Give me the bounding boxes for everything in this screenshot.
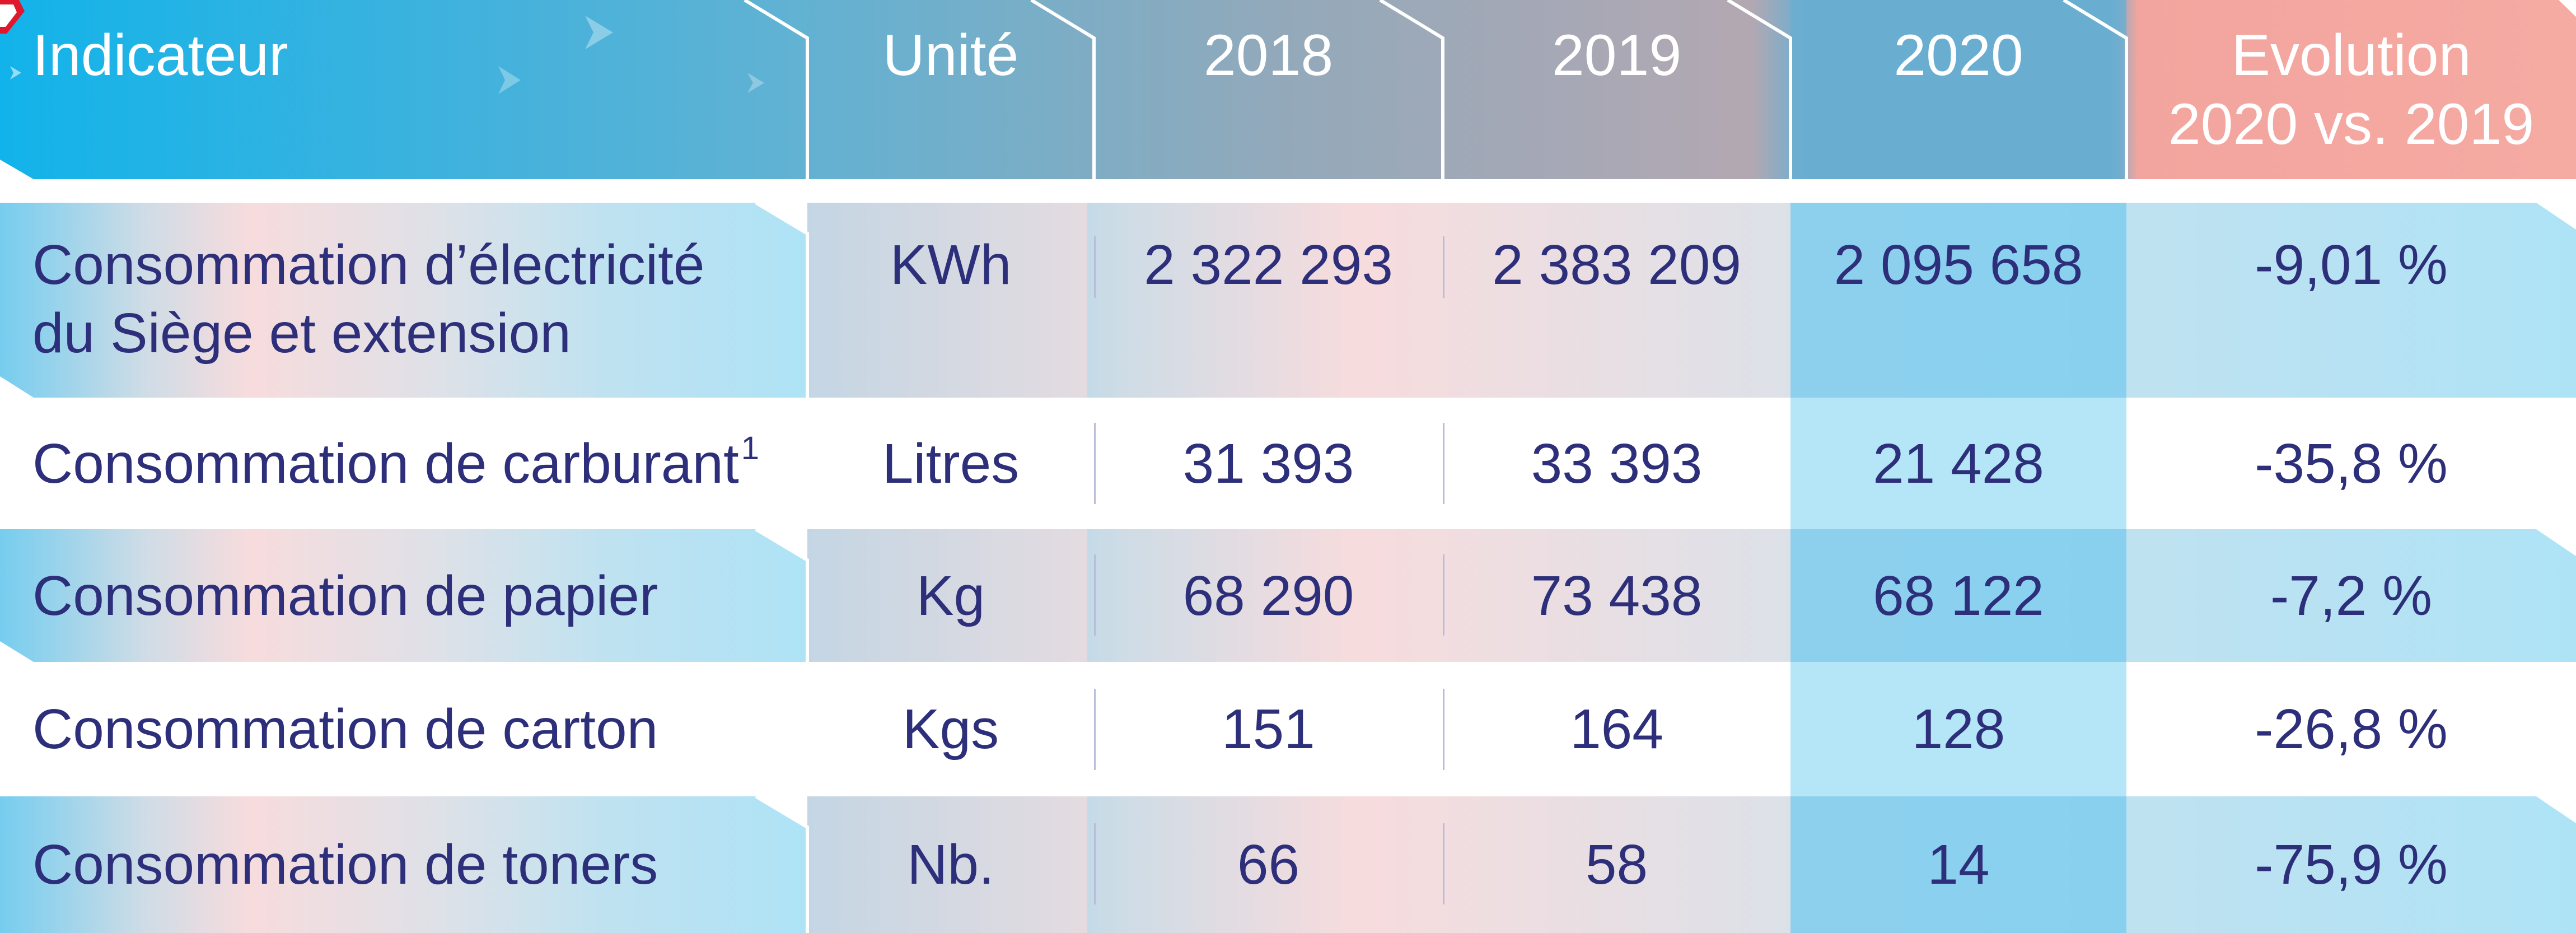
row-label: Consommation d’électricité du Siège et e… bbox=[32, 203, 805, 398]
column-divider bbox=[1443, 423, 1444, 504]
row-label-line1: Consommation d’électricité bbox=[32, 234, 705, 296]
row-background bbox=[0, 529, 2576, 662]
row-background bbox=[1790, 398, 2126, 529]
cell-unit: KWh bbox=[890, 234, 1012, 296]
cell-evolution: -9,01 % bbox=[2255, 234, 2448, 296]
table-header: Indicateur Unité 2018 2019 2020 Evolutio… bbox=[0, 0, 2576, 179]
cell-2020: 21 428 bbox=[1873, 432, 2044, 495]
row-background bbox=[0, 203, 2576, 398]
table-row: Consommation de carton Kgs 151 164 128 -… bbox=[0, 662, 2576, 796]
cell-unit: Nb. bbox=[907, 833, 994, 896]
row-label: Consommation de carburant1 bbox=[32, 398, 805, 529]
header-2020: 2020 bbox=[1894, 23, 2023, 88]
column-divider bbox=[1094, 236, 1096, 298]
column-divider bbox=[1094, 554, 1096, 636]
cell-unit: Litres bbox=[882, 432, 1020, 495]
cell-2018: 66 bbox=[1237, 833, 1300, 896]
header-unit: Unité bbox=[882, 23, 1019, 88]
header-2019: 2019 bbox=[1551, 23, 1682, 88]
cell-2020: 128 bbox=[1911, 698, 2005, 761]
row-label-line1: Consommation de carburant1 bbox=[32, 430, 805, 498]
row-label: Consommation de toners bbox=[32, 833, 658, 896]
column-divider bbox=[1443, 689, 1444, 770]
header-evolution-line1: Evolution bbox=[2231, 23, 2471, 88]
row-background bbox=[0, 796, 2576, 933]
table-row: Consommation de carburant1 Litres 31 393… bbox=[0, 398, 2576, 529]
header-evolution-line2: 2020 vs. 2019 bbox=[2168, 91, 2535, 157]
cell-2020: 2 095 658 bbox=[1834, 234, 2083, 296]
column-divider bbox=[1094, 423, 1096, 504]
row-label: Consommation de papier bbox=[32, 564, 658, 627]
footnote-marker: 1 bbox=[741, 430, 760, 467]
row-label: Consommation de carton bbox=[32, 698, 658, 761]
cell-2019: 164 bbox=[1570, 698, 1663, 761]
cell-2020: 68 122 bbox=[1873, 564, 2044, 627]
column-divider bbox=[1443, 823, 1444, 904]
cell-2019: 58 bbox=[1585, 833, 1648, 896]
cell-2019: 33 393 bbox=[1531, 432, 1703, 495]
decorative-chevron-icon bbox=[10, 16, 764, 94]
header-background bbox=[0, 0, 2576, 179]
column-divider bbox=[1443, 236, 1444, 298]
cell-evolution: -26,8 % bbox=[2255, 698, 2448, 761]
cell-unit: Kg bbox=[916, 564, 985, 627]
cell-evolution: -75,9 % bbox=[2255, 833, 2448, 896]
cell-2019: 2 383 209 bbox=[1492, 234, 1741, 296]
table-row: Consommation d’électricité du Siège et e… bbox=[0, 203, 2576, 398]
cell-unit: Kgs bbox=[902, 698, 999, 761]
cell-2018: 68 290 bbox=[1182, 564, 1354, 627]
header-indicator: Indicateur bbox=[32, 23, 288, 88]
row-label-text: Consommation de carburant bbox=[32, 432, 739, 495]
cell-2018: 2 322 293 bbox=[1144, 234, 1393, 296]
cell-2018: 31 393 bbox=[1182, 432, 1354, 495]
row-label-line2: du Siège et extension bbox=[32, 302, 571, 365]
row-background bbox=[1790, 662, 2126, 796]
column-divider bbox=[1094, 689, 1096, 770]
cell-2020: 14 bbox=[1927, 833, 1990, 896]
header-evolution: Evolution 2020 vs. 2019 bbox=[2126, 0, 2576, 179]
column-divider bbox=[1443, 554, 1444, 636]
table-row: Consommation de toners Nb. 66 58 14 -75,… bbox=[0, 796, 2576, 933]
column-divider bbox=[1094, 823, 1096, 904]
cell-2019: 73 438 bbox=[1531, 564, 1703, 627]
header-2018: 2018 bbox=[1203, 23, 1334, 88]
cell-evolution: -35,8 % bbox=[2255, 432, 2448, 495]
cell-evolution: -7,2 % bbox=[2270, 564, 2432, 627]
cell-2018: 151 bbox=[1222, 698, 1315, 761]
table-row: Consommation de papier Kg 68 290 73 438 … bbox=[0, 529, 2576, 662]
